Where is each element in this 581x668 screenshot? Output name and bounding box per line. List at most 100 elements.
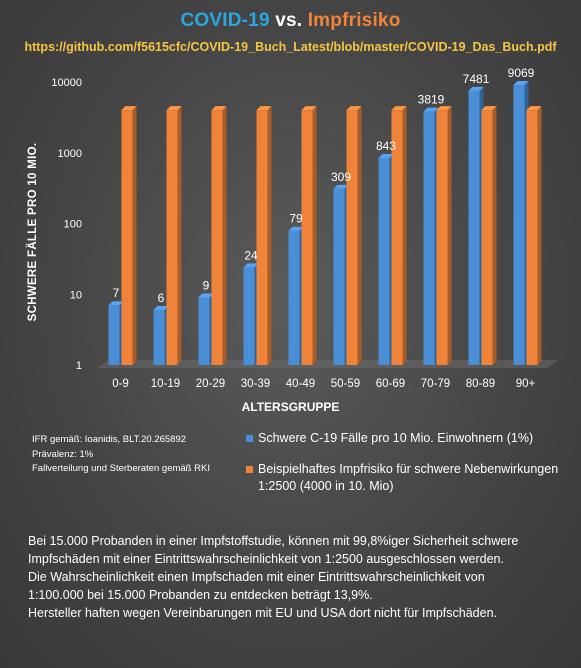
x-tick-label: 0-9 xyxy=(112,378,129,390)
bar-top xyxy=(526,106,542,111)
bar-side xyxy=(537,106,542,366)
data-label: 79 xyxy=(289,212,303,226)
footer-line: 1:100.000 bei 15.000 Probanden zu entdec… xyxy=(28,588,373,602)
footer-line: Bei 15.000 Probanden in einer Impfstoffs… xyxy=(28,534,519,548)
bar-front xyxy=(526,110,538,365)
legend-swatch-blue xyxy=(246,435,253,442)
bar-impf xyxy=(121,106,137,366)
title-impfrisiko: Impfrisiko xyxy=(307,10,401,31)
bar-top xyxy=(256,106,272,111)
x-axis: 0-9 10-19 20-29 30-39 40-49 50-59 60-69 70-79 80… xyxy=(112,378,535,390)
note-ifr: IFR gemäß: Ioanidis, BLT.20.265892 xyxy=(32,434,187,445)
bar-side xyxy=(177,106,182,366)
bar-covid xyxy=(423,107,439,365)
x-tick-label: 60-69 xyxy=(376,378,405,390)
bar-side xyxy=(492,106,497,366)
bar-chart: 1 10 100 1000 10000 7 6 9 24 79 309 843 3819 7481 906… xyxy=(51,66,558,390)
y-axis-label: SCHWERE FÄLLE PRO 10 MIO. xyxy=(27,142,39,322)
bar-impf xyxy=(436,106,452,366)
x-axis-label: ALTERSGRUPPE xyxy=(241,400,340,414)
data-label: 3819 xyxy=(418,93,445,107)
bar-top xyxy=(288,226,304,231)
bar-top xyxy=(121,106,137,111)
bar-side xyxy=(132,106,137,366)
legend-label-covid: Schwere C-19 Fälle pro 10 Mio. Einwohner… xyxy=(258,431,534,445)
bar-side xyxy=(222,106,227,366)
data-label: 843 xyxy=(376,139,396,153)
bar-top xyxy=(481,106,497,111)
data-label: 309 xyxy=(331,170,351,184)
chart-title: COVID-19 vs. Impfrisiko xyxy=(0,10,581,32)
footer-line: Hersteller haften wegen Vereinbarungen m… xyxy=(28,606,498,620)
bar-front xyxy=(301,110,313,365)
footer-line: Die Wahrscheinlichkeit einen Impfschaden… xyxy=(28,570,485,584)
bar-impf xyxy=(526,106,542,366)
bar-covid xyxy=(288,226,304,365)
bar-front xyxy=(211,110,223,365)
bar-impf xyxy=(301,106,317,366)
bar-side xyxy=(267,106,272,366)
note-fallverteilung: Fallverteilung und Sterberaten gemäß RKI xyxy=(32,463,210,474)
x-tick-label: 90+ xyxy=(516,378,536,390)
x-tick-label: 10-19 xyxy=(151,378,180,390)
legend-item-covid: Schwere C-19 Fälle pro 10 Mio. Einwohner… xyxy=(246,430,578,447)
bar-front xyxy=(121,110,133,365)
bar-top xyxy=(436,106,452,111)
bar-front xyxy=(108,305,120,365)
y-tick-label: 1000 xyxy=(58,148,82,160)
bar-covid xyxy=(153,305,169,365)
bar-top xyxy=(153,305,169,310)
legend-swatch-orange xyxy=(246,466,253,473)
x-tick-label: 40-49 xyxy=(286,378,315,390)
note-praevalenz: Prävalenz: 1% xyxy=(32,448,94,460)
bar-front xyxy=(378,157,390,365)
bar-top xyxy=(378,153,394,158)
bar-top xyxy=(211,106,227,111)
bar-impf xyxy=(391,106,407,366)
title-covid: COVID-19 xyxy=(180,10,270,31)
bar-top xyxy=(108,301,124,306)
source-url: https://github.com/f5615cfc/COVID-19_Buc… xyxy=(24,40,557,54)
bar-impf xyxy=(481,106,497,366)
y-tick-label: 1 xyxy=(76,360,82,372)
bar-front xyxy=(333,188,345,365)
bar-front xyxy=(436,110,448,365)
data-label: 9 xyxy=(203,278,210,292)
footer-text: Bei 15.000 Probanden in einer Impfstoffs… xyxy=(28,532,568,622)
bar-front xyxy=(288,230,300,365)
bar-top xyxy=(423,107,439,112)
bars xyxy=(108,81,542,366)
bar-impf xyxy=(346,106,362,366)
bar-covid xyxy=(198,293,214,365)
bar-top xyxy=(166,106,182,111)
bar-front xyxy=(256,110,268,365)
bar-top xyxy=(391,106,407,111)
y-tick-label: 100 xyxy=(64,219,82,231)
bar-front xyxy=(423,111,435,365)
bar-side xyxy=(312,106,317,366)
bar-top xyxy=(513,81,529,86)
source-notes: IFR gemäß: Ioanidis, BLT.20.265892 Präva… xyxy=(32,433,210,477)
bar-top xyxy=(333,184,349,189)
title-vs: vs. xyxy=(269,10,308,31)
legend-item-impf: Beispielhaftes Impfrisiko für schwere Ne… xyxy=(246,461,578,495)
bar-top xyxy=(198,293,214,298)
bar-covid xyxy=(108,301,124,365)
data-label: 6 xyxy=(158,291,165,305)
bar-impf xyxy=(211,106,227,366)
x-tick-label: 70-79 xyxy=(421,378,450,390)
footer-line: Impfschäden mit einer Eintrittswahrschei… xyxy=(28,552,504,566)
bar-covid xyxy=(243,263,259,365)
data-label: 24 xyxy=(244,248,258,262)
bar-impf xyxy=(166,106,182,366)
x-tick-label: 50-59 xyxy=(331,378,360,390)
data-label: 7 xyxy=(113,286,120,300)
bar-front xyxy=(153,309,165,365)
bar-side xyxy=(402,106,407,366)
bar-side xyxy=(357,106,362,366)
bar-top xyxy=(301,106,317,111)
bar-front xyxy=(346,110,358,365)
bar-top xyxy=(468,86,484,91)
bar-front xyxy=(198,297,210,365)
data-label: 7481 xyxy=(463,72,490,86)
